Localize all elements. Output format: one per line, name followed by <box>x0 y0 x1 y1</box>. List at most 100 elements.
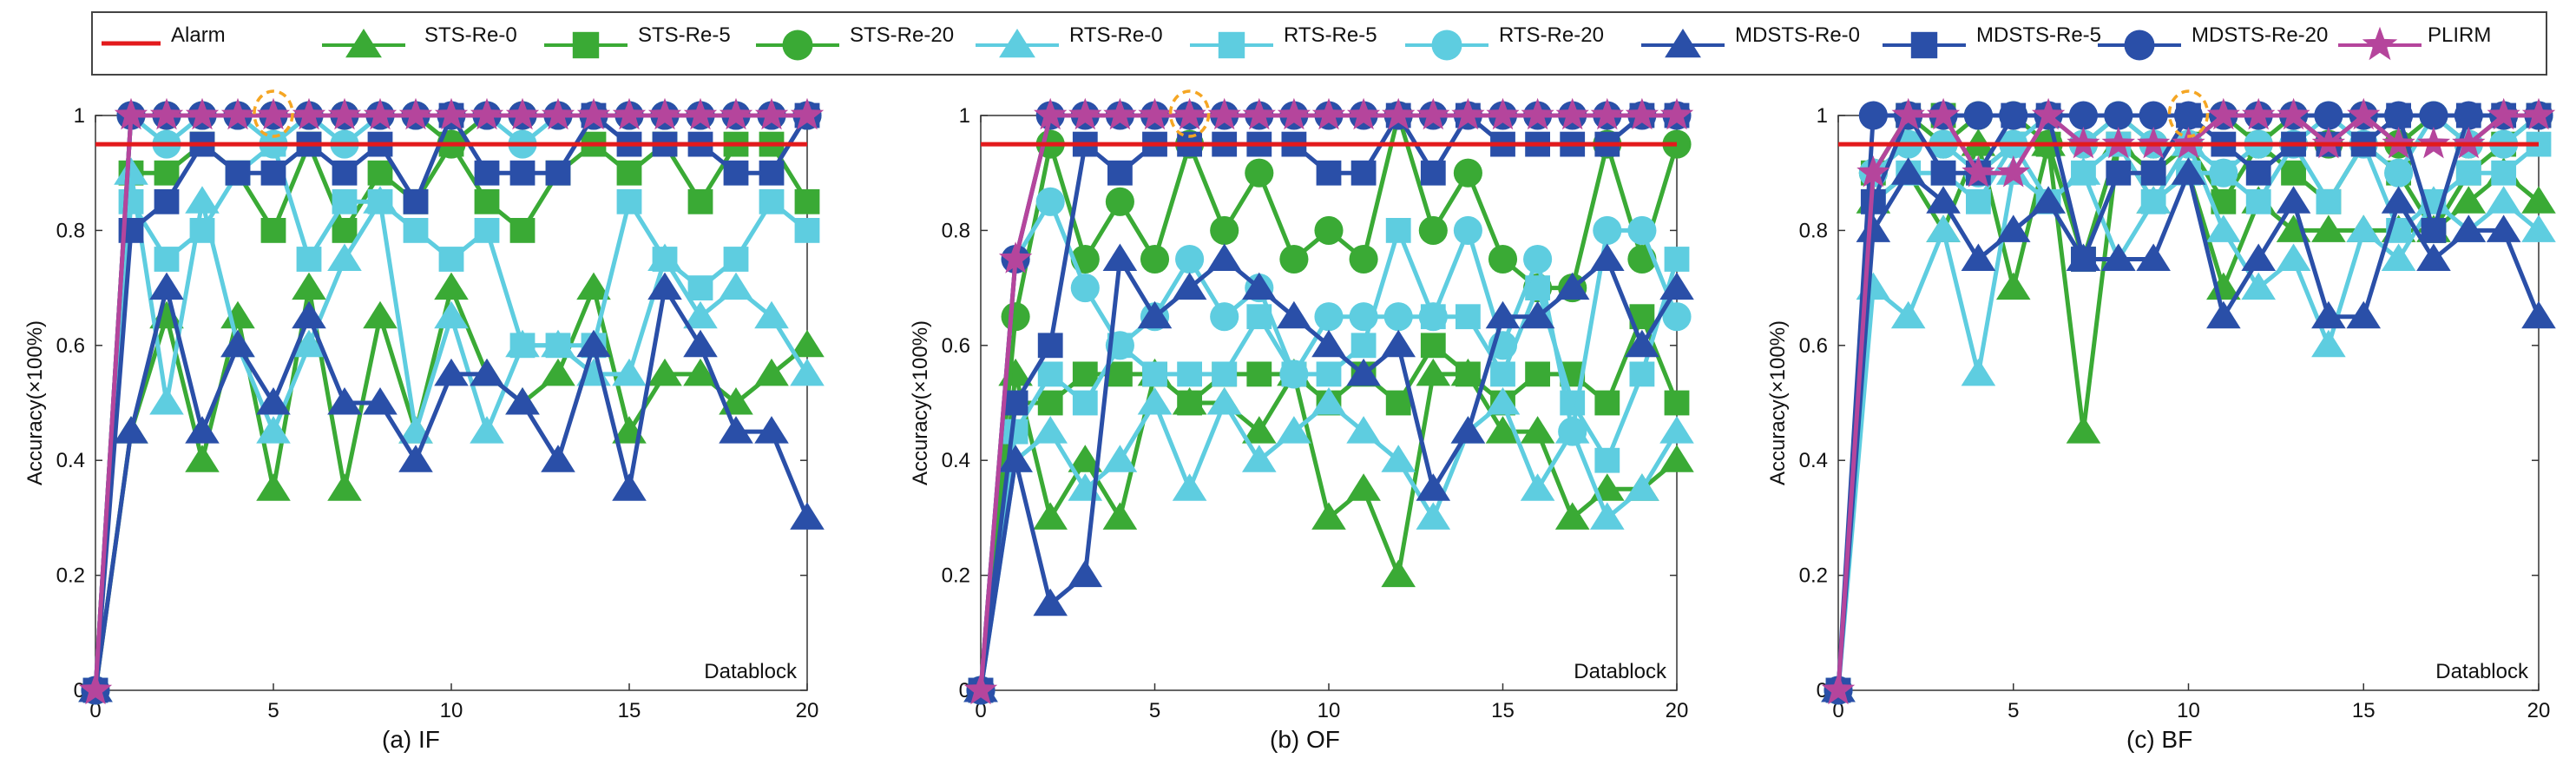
legend-marker <box>2362 26 2398 61</box>
data-point <box>327 387 362 415</box>
data-point <box>1926 186 1961 214</box>
data-point <box>220 329 255 358</box>
caption-if: (a) IF <box>382 726 440 753</box>
data-point <box>438 247 464 272</box>
data-point <box>332 160 358 186</box>
data-point <box>1416 358 1451 386</box>
data-point <box>723 160 749 186</box>
data-point <box>1138 97 1172 130</box>
data-point <box>1926 214 1961 242</box>
data-point <box>474 188 500 214</box>
data-point <box>1246 361 1272 387</box>
data-point <box>434 358 469 386</box>
data-point <box>363 387 398 415</box>
data-point <box>1451 97 1485 130</box>
data-point <box>1035 187 1065 216</box>
data-point <box>723 247 749 272</box>
legend-label: RTS-Re-20 <box>1499 23 1604 47</box>
data-point <box>1172 272 1207 300</box>
data-point <box>2031 97 2066 130</box>
data-point <box>1346 358 1381 386</box>
data-point <box>1068 97 1102 130</box>
legend-symbol <box>322 29 405 58</box>
data-point <box>1995 272 2031 300</box>
data-point <box>1659 97 1694 130</box>
data-point <box>1996 155 2030 188</box>
data-point <box>2031 186 2066 214</box>
data-point <box>1891 97 1925 130</box>
legend-symbol <box>1405 30 1488 61</box>
y-tick-label: 0.4 <box>942 449 970 472</box>
data-point <box>363 300 398 329</box>
data-point <box>332 218 358 243</box>
data-point <box>616 160 642 186</box>
legend-label: MDSTS-Re-20 <box>2192 23 2329 47</box>
data-point <box>1314 215 1344 245</box>
data-point <box>256 416 291 444</box>
data-point <box>1350 160 1377 186</box>
data-point <box>2071 247 2096 272</box>
data-point <box>332 188 358 214</box>
legend-symbol <box>2098 30 2181 61</box>
y-tick-label: 0.8 <box>56 219 85 242</box>
data-point <box>2311 214 2346 242</box>
data-point <box>1555 97 1589 130</box>
data-point <box>1070 274 1100 303</box>
data-point <box>1625 97 1659 130</box>
data-point <box>2487 97 2520 130</box>
data-point <box>1594 390 1620 416</box>
data-point <box>1490 361 1515 387</box>
data-point <box>1593 215 1622 245</box>
highlight-circle <box>2167 89 2210 138</box>
data-point <box>149 387 184 415</box>
x-tick-label: 0 <box>975 699 986 722</box>
data-point <box>1963 101 1993 130</box>
data-point <box>1995 214 2031 242</box>
data-point <box>1242 97 1276 130</box>
data-point <box>2384 158 2414 188</box>
data-point <box>2276 186 2311 214</box>
data-point <box>256 97 291 130</box>
data-point <box>683 358 718 386</box>
data-point <box>1037 361 1063 387</box>
data-point <box>541 445 575 472</box>
data-point <box>185 445 220 472</box>
data-point <box>2454 101 2483 130</box>
legend-label: MDSTS-Re-5 <box>1976 23 2102 47</box>
legend-marker <box>1910 31 1938 59</box>
data-point <box>2209 158 2238 188</box>
data-point <box>1485 387 1521 415</box>
data-point <box>1103 97 1137 130</box>
data-point <box>1346 97 1381 130</box>
data-point <box>576 97 611 130</box>
data-point <box>2171 157 2206 185</box>
data-point <box>790 329 825 358</box>
data-point <box>794 188 820 214</box>
data-point <box>292 300 326 329</box>
data-point <box>434 300 469 329</box>
y-tick-label: 0.2 <box>56 564 85 588</box>
data-point <box>790 358 825 386</box>
data-point <box>185 186 220 214</box>
y-axis-label: Accuracy(×100%) <box>909 320 932 485</box>
data-point <box>545 333 571 359</box>
y-axis-label: Accuracy(×100%) <box>23 320 47 485</box>
data-point <box>2346 214 2382 242</box>
data-point <box>292 97 326 130</box>
data-point <box>541 358 575 386</box>
data-point <box>1930 160 1956 186</box>
x-tick-label: 10 <box>1318 699 1341 722</box>
data-point <box>1068 445 1103 472</box>
data-point <box>292 329 326 358</box>
data-point <box>2347 97 2381 130</box>
legend-label: STS-Re-5 <box>638 23 731 47</box>
data-point <box>470 358 504 386</box>
legend-symbol <box>1883 31 1966 59</box>
data-point <box>509 160 536 186</box>
data-point <box>1242 272 1277 300</box>
data-point <box>2381 186 2416 214</box>
data-point <box>1485 300 1521 329</box>
data-point <box>794 218 820 243</box>
y-tick-label: 1 <box>1817 104 1828 128</box>
data-point <box>2242 97 2276 130</box>
